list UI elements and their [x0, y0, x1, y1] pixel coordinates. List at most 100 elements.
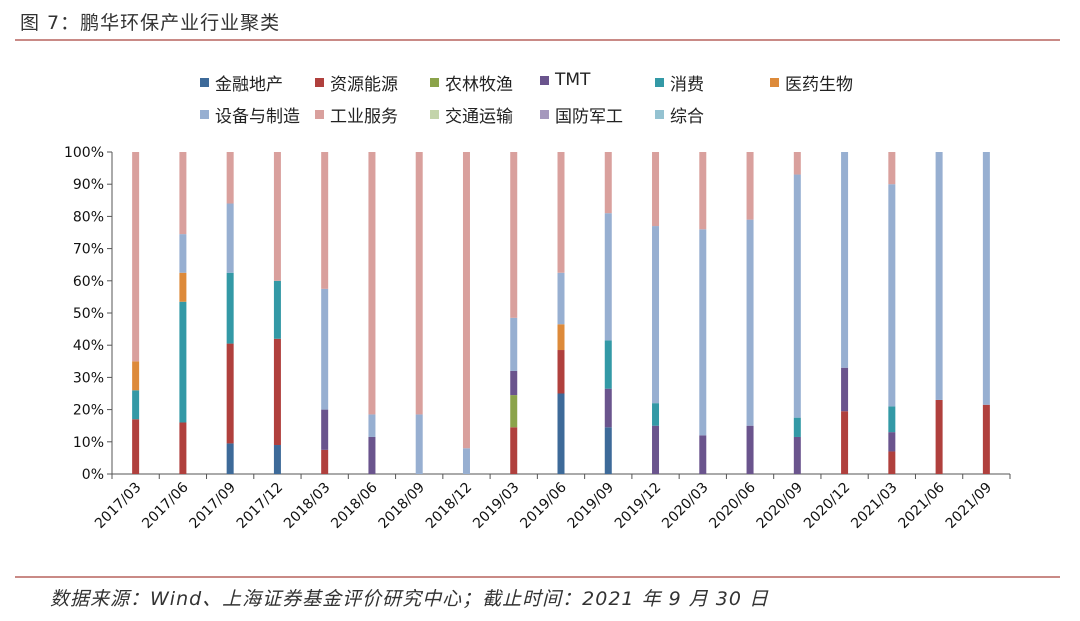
- legend-swatch: [655, 78, 664, 87]
- bar-segment: [179, 301, 187, 423]
- legend-swatch: [540, 75, 549, 85]
- legend-label: 医药生物: [785, 75, 853, 95]
- bar-segment: [652, 152, 660, 227]
- x-tick-label: 2019/03: [470, 480, 522, 532]
- bar-segment: [699, 152, 707, 230]
- x-tick-label: 2019/09: [565, 480, 617, 532]
- bar-segment: [132, 390, 140, 420]
- bar-segment: [604, 388, 612, 428]
- legend-swatch: [655, 110, 664, 119]
- bar-segment: [226, 152, 234, 204]
- bar-segment: [793, 174, 801, 418]
- legend-swatch: [315, 78, 324, 87]
- bar-segment: [321, 152, 329, 289]
- bar-segment: [888, 432, 896, 452]
- legend-label: 工业服务: [330, 107, 398, 127]
- bar-segment: [132, 152, 140, 362]
- bar-segment: [604, 213, 612, 341]
- bar-segment: [793, 417, 801, 437]
- x-tick-label: 2020/09: [754, 480, 806, 532]
- legend-item: 工业服务: [315, 102, 398, 127]
- legend-item: TMT: [540, 70, 590, 90]
- bar-segment: [604, 427, 612, 474]
- y-tick-label: 60%: [73, 274, 104, 290]
- legend-label: 资源能源: [330, 75, 398, 95]
- x-tick-label: 2021/06: [895, 479, 948, 532]
- bar-segment: [888, 406, 896, 433]
- legend-item: 金融地产: [200, 70, 283, 95]
- legend-swatch: [200, 78, 209, 87]
- bar-segment: [132, 361, 140, 391]
- source-note: 数据来源：Wind、上海证券基金评价研究中心；截止时间：2021 年 9 月 3…: [50, 588, 769, 610]
- y-tick-label: 100%: [64, 145, 104, 161]
- bar-segment: [321, 409, 329, 450]
- legend-swatch: [430, 110, 439, 119]
- bar-segment: [652, 226, 660, 404]
- bar-segment: [273, 152, 281, 281]
- bar-segment: [888, 152, 896, 185]
- legend-item: 设备与制造: [200, 102, 300, 127]
- bar-segment: [652, 403, 660, 426]
- x-tick-label: 2020/12: [801, 480, 853, 532]
- y-tick-label: 80%: [73, 209, 104, 225]
- legend-label: 金融地产: [215, 75, 283, 95]
- legend-swatch: [540, 110, 549, 119]
- y-tick-label: 0%: [82, 467, 104, 483]
- bar-segment: [699, 229, 707, 436]
- bar-segment: [888, 184, 896, 407]
- x-tick-label: 2018/03: [281, 480, 333, 532]
- bottom-divider: [15, 576, 1060, 578]
- y-tick-label: 40%: [73, 338, 104, 354]
- legend-label: 消费: [670, 75, 704, 95]
- legend-label: 农林牧渔: [445, 75, 513, 95]
- figure-title: 图 7：鹏华环保产业行业聚类: [20, 12, 281, 34]
- y-tick-label: 70%: [73, 242, 104, 258]
- legend-item: 医药生物: [770, 70, 853, 95]
- bar-segment: [179, 422, 187, 474]
- bar-segment: [935, 152, 943, 400]
- x-tick-label: 2021/03: [848, 480, 900, 532]
- x-tick-label: 2018/06: [328, 479, 381, 532]
- y-tick-label: 50%: [73, 306, 104, 322]
- bar-segment: [982, 152, 990, 405]
- bar-segment: [273, 280, 281, 339]
- x-tick-label: 2020/06: [706, 479, 759, 532]
- bar-segment: [888, 451, 896, 474]
- bar-segment: [226, 272, 234, 344]
- bar-segment: [841, 152, 849, 368]
- bar-segment: [462, 152, 470, 449]
- bar-segment: [557, 324, 565, 351]
- x-tick-label: 2017/09: [187, 480, 239, 532]
- x-tick-label: 2017/12: [234, 480, 286, 532]
- legend-label: 国防军工: [555, 107, 623, 127]
- bar-segment: [368, 436, 376, 474]
- bar-segment: [226, 203, 234, 273]
- bar-segment: [841, 411, 849, 474]
- x-tick-label: 2018/09: [376, 480, 428, 532]
- legend-item: 资源能源: [315, 70, 398, 95]
- bar-segment: [841, 367, 849, 412]
- bar-segment: [179, 234, 187, 273]
- legend-item: 国防军工: [540, 102, 623, 127]
- legend-item: 农林牧渔: [430, 70, 513, 95]
- x-tick-label: 2017/06: [139, 479, 192, 532]
- legend-swatch: [430, 78, 439, 87]
- bar-segment: [179, 152, 187, 235]
- top-divider: [15, 39, 1060, 41]
- legend-swatch: [200, 110, 209, 119]
- bar-segment: [557, 152, 565, 273]
- bar-segment: [652, 425, 660, 474]
- x-tick-label: 2019/12: [612, 480, 664, 532]
- bar-segment: [746, 425, 754, 474]
- bar-segment: [510, 427, 518, 474]
- legend-item: 综合: [655, 102, 704, 127]
- bar-segment: [604, 152, 612, 214]
- x-tick-label: 2018/12: [423, 480, 475, 532]
- bar-segment: [510, 370, 518, 396]
- bar-segment: [415, 414, 423, 474]
- legend-label: 设备与制造: [215, 107, 300, 127]
- bar-segment: [557, 272, 565, 325]
- legend-item: 消费: [655, 70, 704, 95]
- bar-segment: [793, 436, 801, 474]
- bar-segment: [746, 219, 754, 426]
